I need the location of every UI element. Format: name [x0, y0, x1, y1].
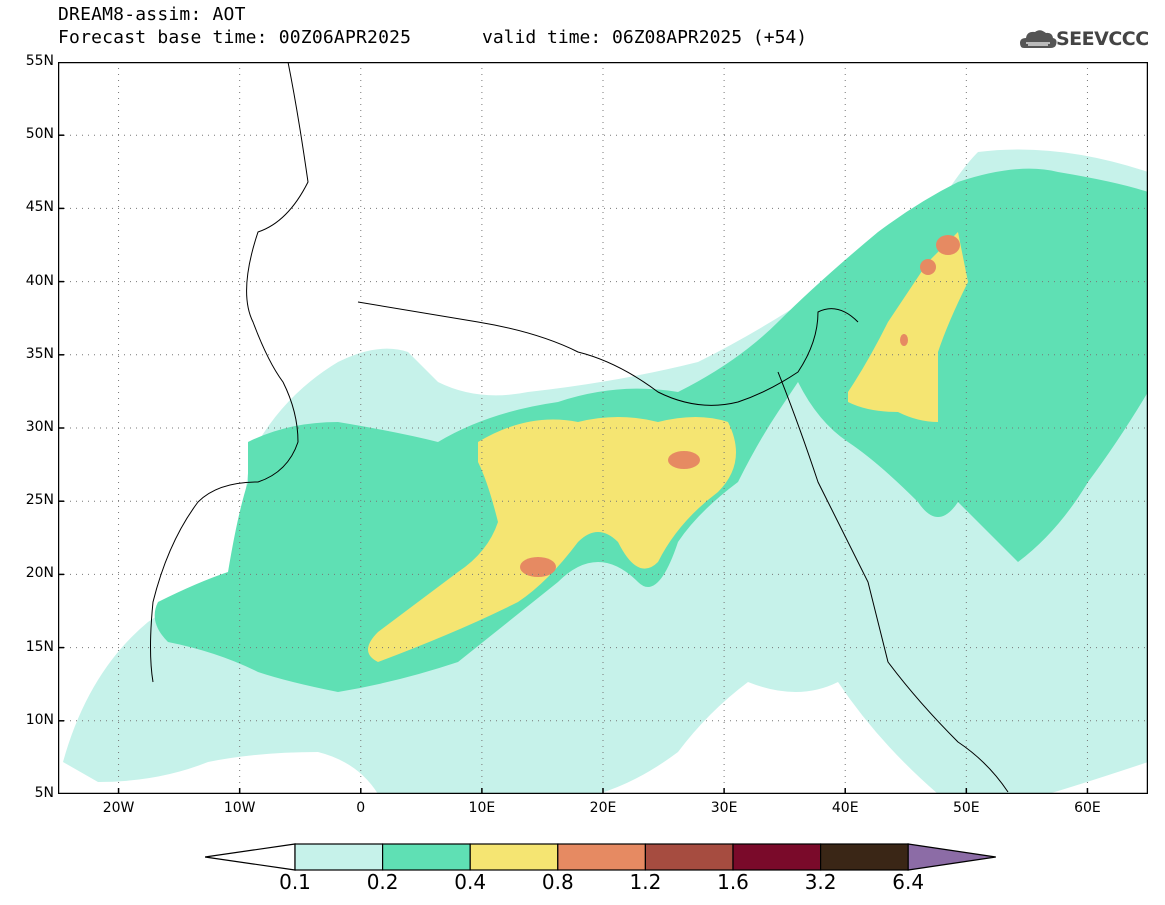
- colorbar-box: [819, 843, 909, 871]
- lat-tick-label: 10N: [25, 711, 54, 728]
- lon-tick-label: 10E: [468, 800, 496, 816]
- lon-tick-label: 20E: [589, 800, 617, 816]
- lat-tick-label: 55N: [25, 53, 54, 69]
- lat-tick-label: 15N: [25, 638, 54, 655]
- aot-region-high: [368, 232, 968, 662]
- colorbar-label: 0.4: [454, 870, 487, 894]
- colorbar-box: [557, 843, 646, 871]
- lon-tick-label: 50E: [952, 800, 980, 816]
- aot-max-iraq: [900, 334, 908, 346]
- lat-tick-label: 5N: [34, 785, 54, 801]
- aot-max-niger: [520, 557, 556, 577]
- lat-tick-label: 45N: [25, 199, 54, 216]
- aot-max-caucasus: [936, 235, 960, 255]
- lon-tick-label: 0: [356, 800, 366, 816]
- colorbar-under-triangle: [205, 843, 296, 871]
- cloud-icon: [1020, 30, 1057, 48]
- lon-tick-label: 40E: [831, 800, 859, 816]
- colorbar-label: 0.8: [541, 870, 574, 894]
- colorbar-over-triangle: [907, 843, 996, 871]
- lat-tick-label: 50N: [25, 126, 54, 143]
- aot-max-caspian: [920, 259, 936, 275]
- title-line-1: DREAM8-assim: AOT: [58, 4, 246, 25]
- title-line-2: Forecast base time: 00Z06APR2025: [58, 27, 412, 48]
- valid-time: valid time: 06Z08APR2025 (+54): [482, 27, 808, 48]
- lat-tick-label: 40N: [25, 272, 54, 289]
- lat-tick-label: 25N: [25, 492, 54, 509]
- lon-tick-label: 30E: [710, 800, 738, 816]
- lat-tick-label: 35N: [25, 345, 54, 362]
- colorbar-box: [294, 843, 384, 871]
- colorbar-label: 0.2: [366, 870, 399, 894]
- lat-tick-label: 20N: [25, 565, 54, 582]
- logo-text: SEEVCCC: [1056, 28, 1149, 50]
- colorbar-label: 0.1: [279, 870, 311, 894]
- colorbar-box: [469, 843, 559, 871]
- aot-map: [58, 62, 1148, 794]
- lon-tick-label: 20W: [102, 800, 135, 816]
- colorbar-box: [382, 843, 471, 871]
- colorbar-label: 1.6: [717, 870, 749, 894]
- aot-max-libya: [668, 451, 700, 469]
- colorbar-label: 3.2: [804, 870, 837, 894]
- lon-tick-label: 10W: [223, 800, 256, 816]
- lon-tick-label: 60E: [1074, 800, 1101, 816]
- colorbar-label: 1.2: [629, 870, 662, 894]
- colorbar-label: 6.4: [892, 870, 925, 894]
- colorbar-box: [732, 843, 822, 871]
- colorbar-box: [644, 843, 734, 871]
- lat-tick-label: 30N: [25, 419, 54, 435]
- colorbar: [205, 843, 996, 871]
